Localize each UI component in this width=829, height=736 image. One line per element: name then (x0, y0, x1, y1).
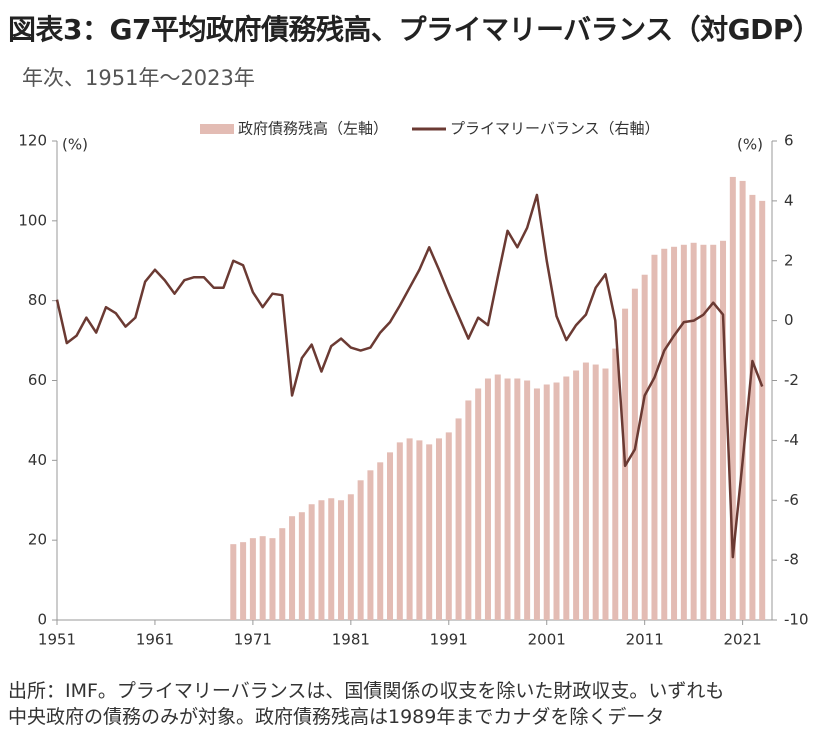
x-tick-label: 2001 (528, 631, 566, 649)
bar (700, 244, 707, 621)
y2-tick-label: 6 (784, 132, 794, 150)
bar (680, 244, 687, 621)
bar (445, 432, 452, 620)
x-tick-label: 2011 (626, 631, 664, 649)
bar (279, 528, 286, 620)
bar (240, 542, 247, 620)
bar (298, 512, 305, 620)
chart-title: 図表3：G7平均政府債務残高、プライマリーバランス（対GDP） (8, 13, 821, 46)
bar (494, 374, 501, 620)
y-unit: (%) (62, 136, 88, 154)
note-line: 出所：IMF。プライマリーバランスは、国債関係の収支を除いた財政収支。いずれも (8, 680, 725, 702)
legend-label: 政府債務残高（左軸） (238, 120, 388, 138)
bar (387, 452, 394, 620)
y-tick-label: 0 (37, 611, 47, 629)
x-tick-label: 1991 (430, 631, 468, 649)
note-line: 中央政府の債務のみが対象。政府債務残高は1989年までカナダを除くデータ (8, 706, 665, 728)
y2-tick-label: -8 (784, 551, 799, 569)
y-tick-label: 20 (28, 531, 47, 549)
bar (710, 244, 717, 621)
bar (592, 364, 599, 620)
bar (328, 498, 335, 620)
bar (524, 380, 531, 620)
bar (582, 362, 589, 620)
x-tick-label: 1951 (38, 631, 76, 649)
bar (749, 194, 756, 620)
title-block: 図表3：G7平均政府債務残高、プライマリーバランス（対GDP） 年次、1951年～… (8, 8, 821, 102)
bar (720, 240, 727, 620)
x-tick-label: 1971 (234, 631, 272, 649)
chart-subtitle: 年次、1951年～2023年 (22, 66, 255, 90)
bar (661, 248, 668, 620)
y2-tick-label: 4 (784, 191, 794, 209)
bar (612, 348, 619, 620)
bar (357, 480, 364, 620)
y-tick-label: 120 (18, 132, 47, 150)
bar (465, 400, 472, 620)
y2-tick-label: -6 (784, 491, 799, 509)
bar (514, 378, 521, 620)
y-tick-label: 100 (18, 211, 47, 229)
bar (533, 388, 540, 620)
bar (318, 500, 325, 620)
bar (406, 438, 413, 620)
line (55, 193, 764, 559)
bar (347, 494, 354, 620)
bar (553, 382, 560, 620)
y-tick-label: 40 (28, 451, 47, 469)
bar (729, 176, 736, 621)
footnote: 出所：IMF。プライマリーバランスは、国債関係の収支を除いた財政収支。いずれも中… (8, 678, 823, 730)
x-tick-label: 1961 (136, 631, 174, 649)
y-tick-label: 60 (28, 371, 47, 389)
bar (269, 538, 276, 620)
bar (631, 288, 638, 620)
y-tick-label: 80 (28, 291, 47, 309)
y2-unit: (%) (737, 136, 763, 154)
bar (475, 388, 482, 620)
y2-tick-label: -10 (784, 611, 809, 629)
bar (289, 516, 296, 620)
y2-tick-label: -4 (784, 431, 799, 449)
bar (573, 370, 580, 620)
bar (739, 180, 746, 620)
x-tick-label: 2021 (724, 631, 762, 649)
bar (543, 384, 550, 620)
bar (396, 442, 403, 620)
bar (651, 254, 658, 620)
y2-tick-label: 2 (784, 251, 794, 269)
bar (690, 242, 697, 620)
y2-tick-label: -2 (784, 371, 799, 389)
bar (435, 438, 442, 620)
bar (338, 500, 345, 620)
bar (641, 274, 648, 620)
bar (426, 444, 433, 620)
bar (367, 470, 374, 620)
bar (602, 368, 609, 620)
bar (671, 246, 678, 620)
bar (308, 504, 315, 620)
y2-tick-label: 0 (784, 311, 794, 329)
bar (563, 376, 570, 620)
bar (249, 538, 256, 620)
bar (484, 378, 491, 620)
bar (455, 418, 462, 620)
bar (377, 462, 384, 620)
x-tick-label: 1981 (332, 631, 370, 649)
legend-label: プライマリーバランス（右軸） (450, 120, 660, 138)
bar (504, 378, 511, 620)
bar (416, 440, 423, 620)
legend-swatch (200, 124, 234, 134)
bar (759, 200, 766, 620)
bar (230, 544, 237, 620)
bar (259, 536, 266, 620)
